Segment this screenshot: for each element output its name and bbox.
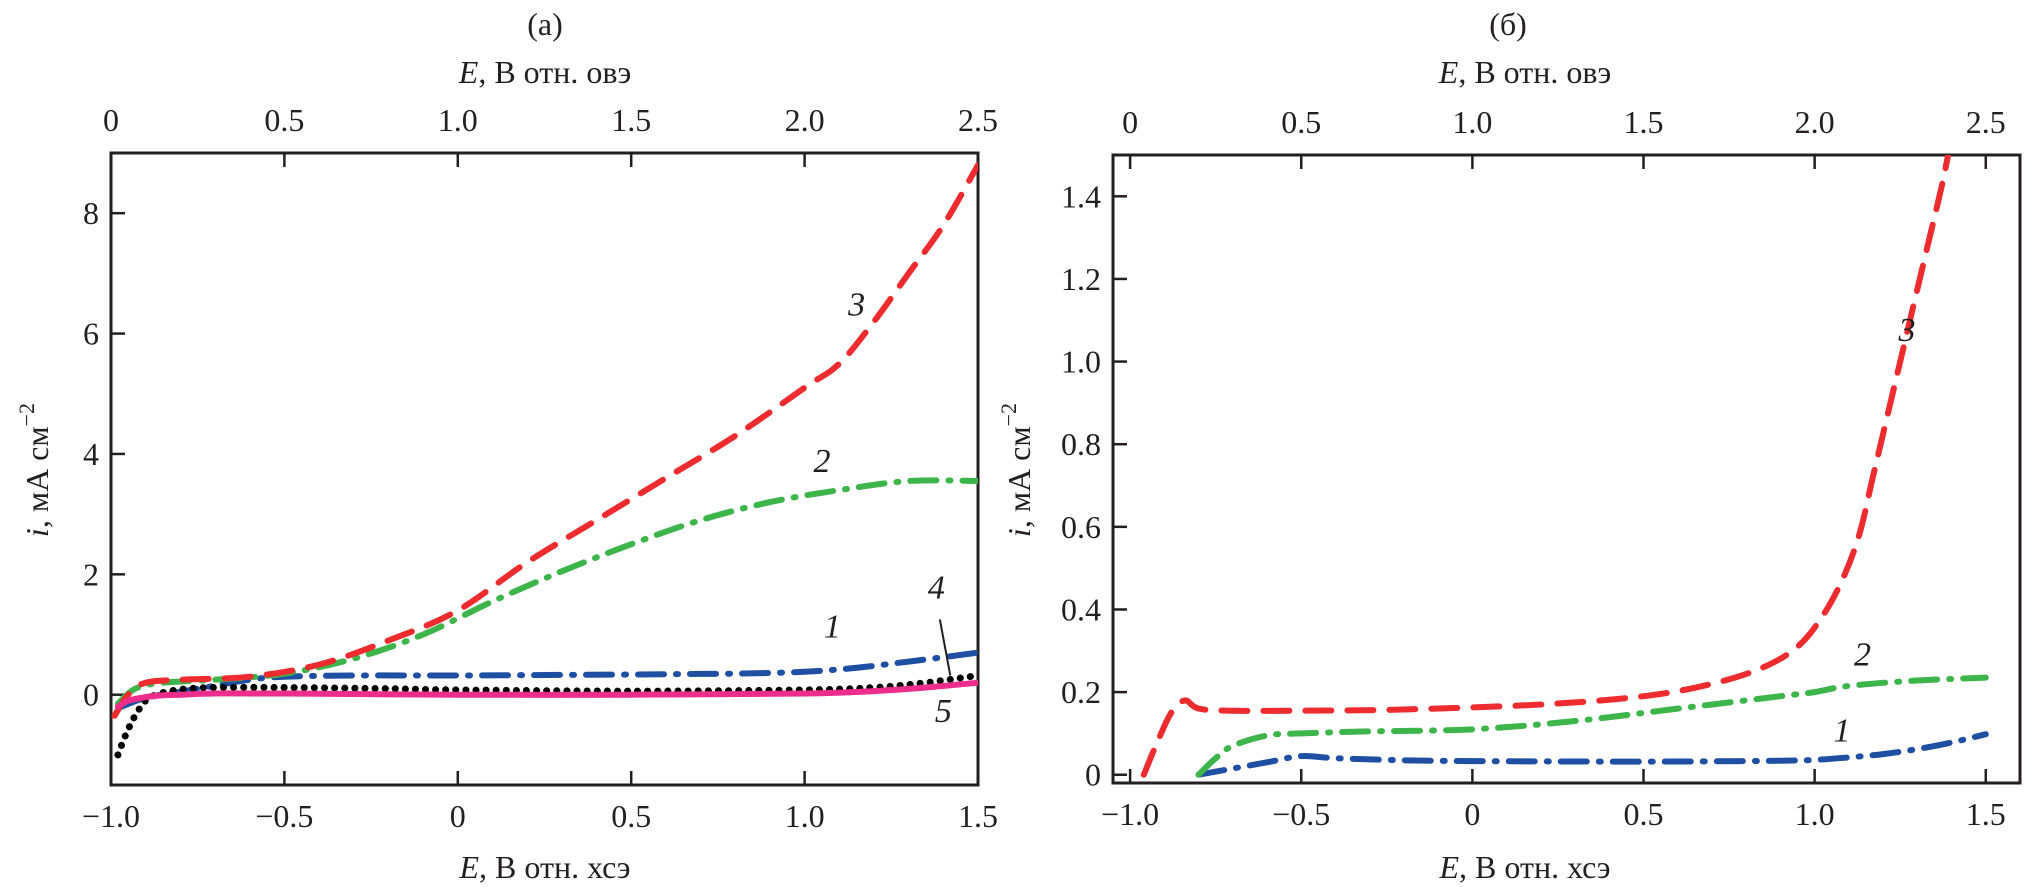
chart-panel-b: (б) E, В отн. овэ E, В отн. хсэ i, мА см… [996,6,2022,885]
x-tick-label: 1.5 [1966,796,2006,832]
x2-tick-label: 1.0 [438,102,478,138]
plot-frame [1111,153,2022,785]
chart-panel-a: (а) E, В отн. овэ E, В отн. хсэ i, мА см… [14,6,998,885]
panel-b-bottom-axis-title: E, В отн. хсэ [1439,849,1611,885]
panel-a-bottom-axis-title-var: E [459,849,480,885]
series-4-line [114,672,978,759]
panel-b-y-axis-title-rest: , мА см [1001,426,1037,528]
panel-a-bottom-axis-title-rest: , В отн. хсэ [479,849,630,885]
x-tick-label: 1.0 [1795,796,1835,832]
x2-tick-label: 1.0 [1452,104,1492,140]
curve-label-4: 4 [928,569,945,606]
y-tick-label: 6 [83,316,99,352]
panel-a-y-axis-title: i, мА см−2 [14,403,55,537]
panel-a-y-axis-title-var: i [19,528,55,537]
y-tick-label: 0.2 [1061,674,1101,710]
x2-tick-label: 0.5 [1281,104,1321,140]
series-3-line [111,162,978,719]
x2-tick-label: 0 [1122,104,1138,140]
x-tick-label: 1.0 [785,798,825,834]
series-5-line [114,679,978,710]
x2-tick-label: 1.5 [1624,104,1664,140]
x-tick-label: −1.0 [82,798,140,834]
series-1-line [118,649,978,710]
panel-b-y-axis-title-var: i [1001,528,1037,537]
x2-tick-label: 0.5 [264,102,304,138]
panel-a-plot-area: −1.0 −0.5 0 0.5 1.0 1.5 0 0.5 1.0 1.5 2.0 2.5 0 2 4 6 8 3… [82,102,998,834]
x2-tick-label: 2.0 [785,102,825,138]
curve-label-2: 2 [1854,636,1871,673]
x2-tick-label: 1.5 [611,102,651,138]
series-2-line [1195,674,1989,778]
y-tick-label: 2 [83,556,99,592]
y-tick-label: 0 [1085,757,1101,793]
x-tick-label: 1.5 [958,798,998,834]
x-tick-label: −1.0 [1101,796,1159,832]
plot-frame [109,151,980,787]
panel-b-top-axis-title: E, В отн. овэ [1438,54,1611,90]
curve-4-leader-line [938,619,952,676]
panel-b-top-axis-title-rest: , В отн. овэ [1458,54,1611,90]
curve-label-1: 1 [824,609,841,646]
panel-b-top-axis-title-var: E [1438,54,1459,90]
x-tick-label: −0.5 [1272,796,1330,832]
y-tick-label: 0.8 [1061,426,1101,462]
y-tick-label: 0.4 [1061,591,1101,627]
panel-a-bottom-axis-title: E, В отн. хсэ [459,849,631,885]
panel-b-title: (б) [1489,6,1527,42]
y-tick-label: 1.2 [1061,261,1101,297]
x-tick-label: 0 [1464,796,1480,832]
panel-a-top-axis-title: E, В отн. овэ [458,54,631,90]
y-tick-label: 0 [83,677,99,713]
curve-label-2: 2 [813,443,830,480]
curve-label-3: 3 [847,287,865,324]
x-tick-label: 0 [450,798,466,834]
panel-b-y-axis-title: i, мА см−2 [996,403,1037,537]
x2-tick-label: 2.5 [958,102,998,138]
panel-a-top-axis-title-rest: , В отн. овэ [478,54,631,90]
x-tick-label: −0.5 [255,798,313,834]
y-tick-label: 1.0 [1061,344,1101,380]
panel-a-title: (а) [527,6,563,42]
curve-label-1: 1 [1834,713,1851,750]
x2-tick-label: 2.0 [1795,104,1835,140]
x-tick-label: 0.5 [611,798,651,834]
panel-b-plot-area: −1.0 −0.5 0 0.5 1.0 1.5 0 0.5 1.0 1.5 2.0 2.5 0 0.2 0.… [1061,104,2022,832]
curve-label-5: 5 [935,693,952,730]
panel-a-top-axis-title-var: E [458,54,479,90]
y-tick-label: 8 [83,195,99,231]
y-tick-label: 0.6 [1061,509,1101,545]
x-tick-label: 0.5 [1624,796,1664,832]
curve-label-3: 3 [1898,312,1916,349]
x2-tick-label: 2.5 [1966,104,2006,140]
y-tick-label: 1.4 [1061,178,1101,214]
panel-a-y-axis-title-rest: , мА см [19,426,55,528]
panel-b-y-axis-title-sup: −2 [996,403,1021,426]
series-3-line [1140,155,1952,778]
y-tick-label: 4 [83,436,99,472]
x2-tick-label: 0 [103,102,119,138]
panel-a-y-axis-title-sup: −2 [14,403,39,426]
series-1-line [1195,731,1989,778]
panel-b-bottom-axis-title-rest: , В отн. хсэ [1459,849,1610,885]
panel-b-bottom-axis-title-var: E [1439,849,1460,885]
